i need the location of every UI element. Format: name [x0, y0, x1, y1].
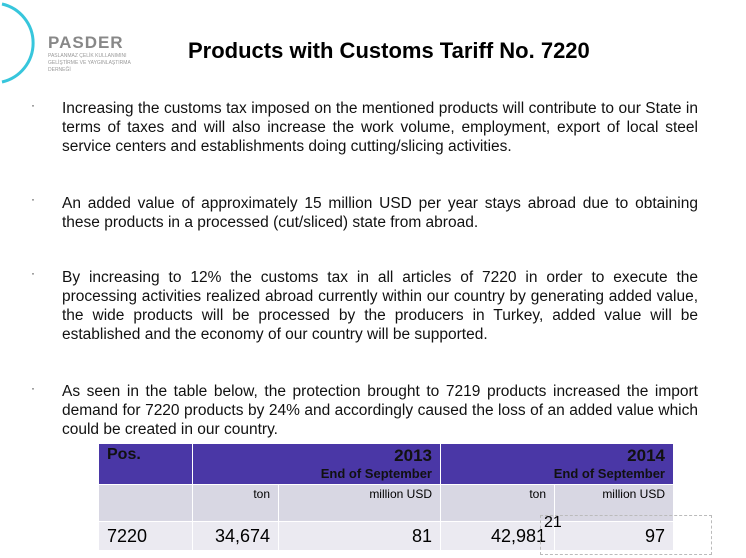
import-table: Pos. 2013 End of September 2014 End of Sep… — [98, 443, 674, 551]
bullet: · — [31, 192, 35, 206]
bullet: · — [31, 98, 35, 112]
logo-subtitle: PASLANMAZ ÇELİK KULLANIMINI GELİŞTİRME V… — [48, 53, 131, 73]
musd-2013: 81 — [278, 521, 441, 551]
year-2013-header: 2013 End of September — [192, 443, 441, 485]
unit-musd: million USD — [278, 484, 441, 522]
ton-2013: 34,674 — [192, 521, 279, 551]
slide-number: 21 — [544, 514, 562, 531]
bullet: · — [31, 266, 35, 280]
pasder-logo: PASDER PASLANMAZ ÇELİK KULLANIMINI GELİŞ… — [0, 0, 150, 85]
paragraph-1: Increasing the customs tax imposed on th… — [62, 100, 698, 155]
slide-number-box: 21 — [540, 514, 712, 555]
unit-ton: ton — [192, 484, 279, 522]
paragraph-3: By increasing to 12% the customs tax in … — [62, 269, 698, 343]
slide-title: Products with Customs Tariff No. 7220 — [188, 38, 590, 63]
musd-2014: 97 — [554, 521, 674, 551]
pos-value: 7220 — [98, 521, 193, 551]
unit-ton: ton — [440, 484, 555, 522]
paragraph-2: An added value of approximately 15 milli… — [62, 195, 698, 231]
year-2014-header: 2014 End of September — [440, 443, 674, 485]
logo-name: PASDER — [48, 33, 124, 52]
empty-cell — [98, 484, 193, 522]
paragraph-4: As seen in the table below, the protecti… — [62, 383, 698, 438]
logo-arc — [1, 2, 35, 84]
pos-header: Pos. — [98, 443, 193, 485]
bullet: · — [31, 381, 35, 395]
ton-2014: 42,981 — [440, 521, 555, 551]
